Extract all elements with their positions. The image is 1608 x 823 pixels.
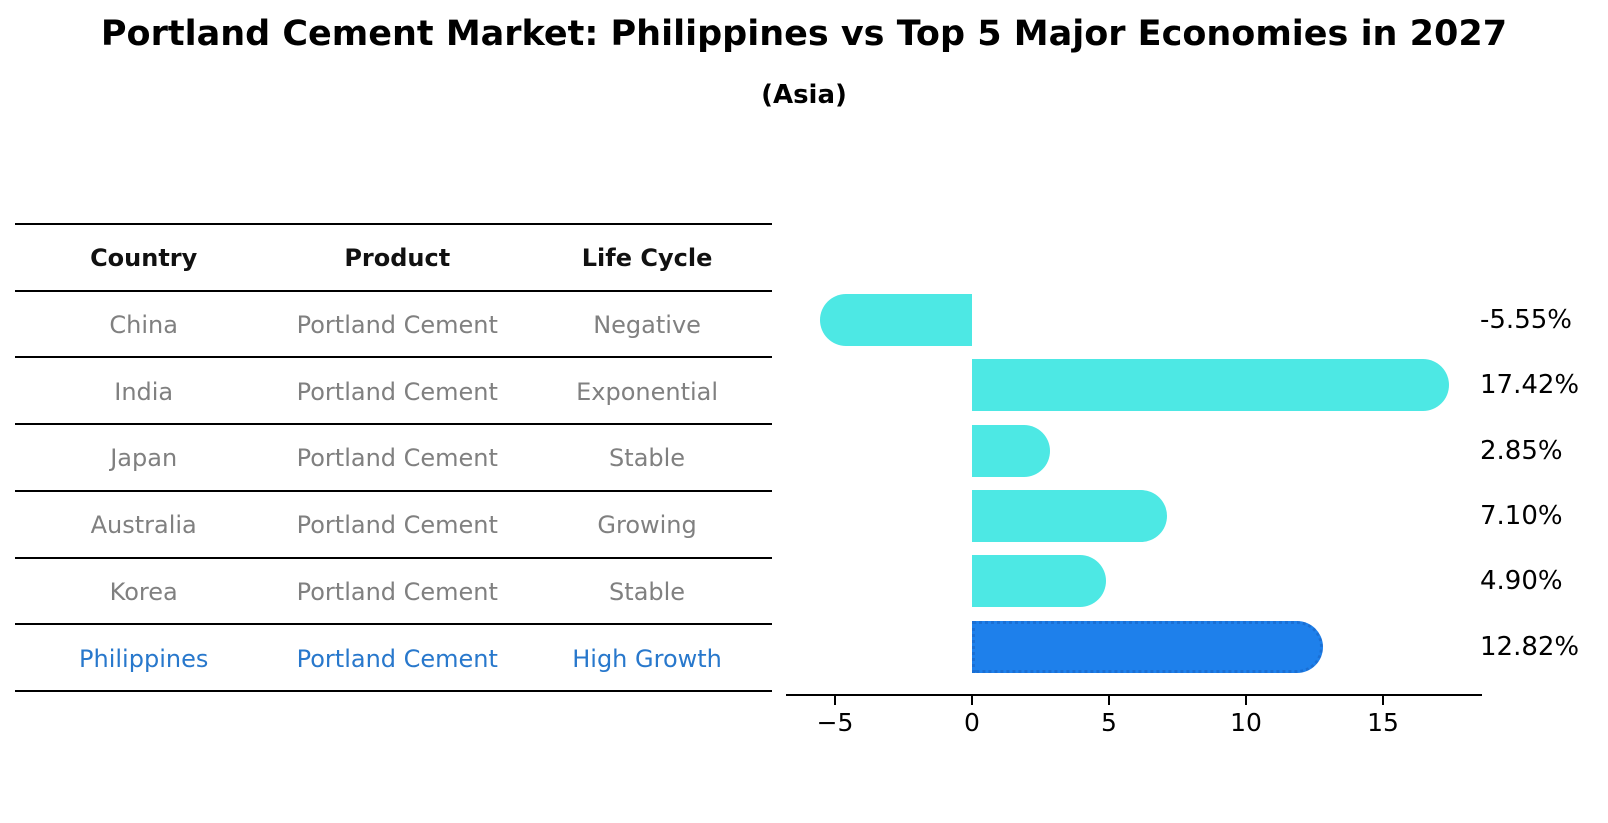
x-axis-tick bbox=[1245, 696, 1247, 705]
value-label-japan: 2.85% bbox=[1480, 435, 1563, 466]
bar-philippines-highlighted bbox=[972, 620, 1324, 673]
table-cell-country: Korea bbox=[109, 577, 178, 606]
value-label-india: 17.42% bbox=[1480, 370, 1580, 401]
bar-china bbox=[819, 294, 972, 346]
x-axis-tick-label: 10 bbox=[1230, 708, 1262, 737]
bar-india bbox=[972, 359, 1450, 412]
comparison-table: Country Product Life Cycle China Portland Ce… bbox=[15, 223, 772, 692]
table-cell-life_cycle: Stable bbox=[609, 577, 686, 606]
table-row-china: China Portland Cement Negative bbox=[15, 289, 772, 359]
table-row-japan: Japan Portland Cement Stable bbox=[15, 423, 772, 492]
x-axis-tick bbox=[971, 696, 973, 705]
table-bottom-line bbox=[15, 690, 772, 692]
x-axis-line bbox=[785, 694, 1482, 696]
value-label-china: -5.55% bbox=[1480, 305, 1572, 335]
x-axis-tick-label: 5 bbox=[1101, 708, 1117, 737]
table-cell-product: Portland Cement bbox=[296, 577, 498, 606]
value-label-korea: 4.90% bbox=[1480, 566, 1563, 597]
table-row-india: India Portland Cement Exponential bbox=[15, 356, 772, 425]
table-header-row: Country Product Life Cycle bbox=[15, 223, 772, 292]
bar-japan bbox=[972, 424, 1051, 477]
bar-australia bbox=[972, 489, 1167, 542]
x-axis-tick-label: 0 bbox=[964, 708, 980, 737]
table-cell-country: Australia bbox=[90, 511, 197, 540]
table-cell-country: Philippines bbox=[79, 644, 209, 673]
table-cell-country: India bbox=[114, 377, 174, 406]
bar-korea bbox=[972, 555, 1107, 608]
x-axis-tick bbox=[1108, 696, 1110, 705]
table-row-philippines: Philippines Portland Cement High Growth bbox=[15, 623, 772, 692]
x-axis-tick-label: −5 bbox=[816, 708, 854, 737]
table-header-country: Country bbox=[90, 244, 198, 273]
chart-subtitle: (Asia) bbox=[761, 80, 847, 110]
table-row-australia: Australia Portland Cement Growing bbox=[15, 489, 772, 559]
table-row-korea: Korea Portland Cement Stable bbox=[15, 556, 772, 626]
table-cell-product: Portland Cement bbox=[296, 444, 498, 473]
x-axis-tick bbox=[834, 696, 836, 705]
chart-title: Portland Cement Market: Philippines vs T… bbox=[100, 14, 1508, 54]
x-axis-tick-label: 15 bbox=[1367, 708, 1399, 737]
value-label-australia: 7.10% bbox=[1480, 500, 1563, 531]
table-cell-life_cycle: Exponential bbox=[576, 377, 719, 406]
table-cell-product: Portland Cement bbox=[296, 511, 498, 540]
table-cell-country: Japan bbox=[110, 444, 178, 473]
value-label-philippines: 12.82% bbox=[1480, 631, 1580, 662]
table-cell-product: Portland Cement bbox=[296, 377, 498, 406]
table-cell-life_cycle: Negative bbox=[593, 311, 701, 340]
table-cell-country: China bbox=[109, 311, 178, 340]
table-header-product: Product bbox=[344, 244, 451, 273]
table-cell-life_cycle: High Growth bbox=[572, 644, 722, 673]
table-cell-life_cycle: Stable bbox=[609, 444, 686, 473]
table-header-life_cycle: Life Cycle bbox=[581, 244, 713, 273]
x-axis-tick bbox=[1382, 696, 1384, 705]
table-cell-product: Portland Cement bbox=[296, 644, 498, 673]
table-cell-life_cycle: Growing bbox=[597, 511, 697, 540]
table-cell-product: Portland Cement bbox=[296, 311, 498, 340]
